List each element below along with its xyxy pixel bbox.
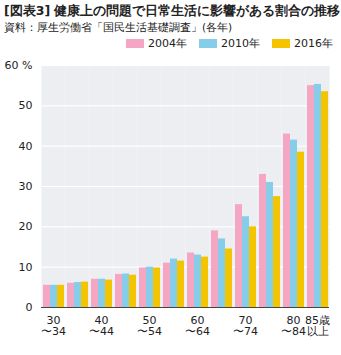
html-text:2010年: 2010年 [221,37,260,50]
html-text:[図表3] 健康上の問題で日常生活に影響がある割合の推移: [図表3] 健康上の問題で日常生活に影響がある割合の推移 [4,3,341,18]
html-text:2016年: 2016年 [294,37,333,50]
svg-text:80〜84: 80〜84 [281,314,306,338]
svg-text:40〜44: 40〜44 [89,314,114,338]
svg-text:30: 30 [19,180,33,193]
html-text:2004年: 2004年 [148,37,187,50]
svg-text:60〜64: 60〜64 [185,314,210,338]
svg-text:85歳以上: 85歳以上 [305,314,330,338]
svg-text:10: 10 [19,261,33,274]
svg-text:60 %: 60 % [5,59,33,72]
svg-text:20: 20 [19,220,33,233]
svg-text:0: 0 [26,301,33,314]
svg-text:50〜54: 50〜54 [137,314,162,338]
svg-text:30〜34: 30〜34 [41,314,66,338]
html-text:資料：厚生労働省「国民生活基礎調査」(各年): 資料：厚生労働省「国民生活基礎調査」(各年) [4,21,233,33]
svg-text:70〜74: 70〜74 [233,314,258,338]
svg-text:40: 40 [19,140,33,153]
svg-text:50: 50 [19,99,33,112]
